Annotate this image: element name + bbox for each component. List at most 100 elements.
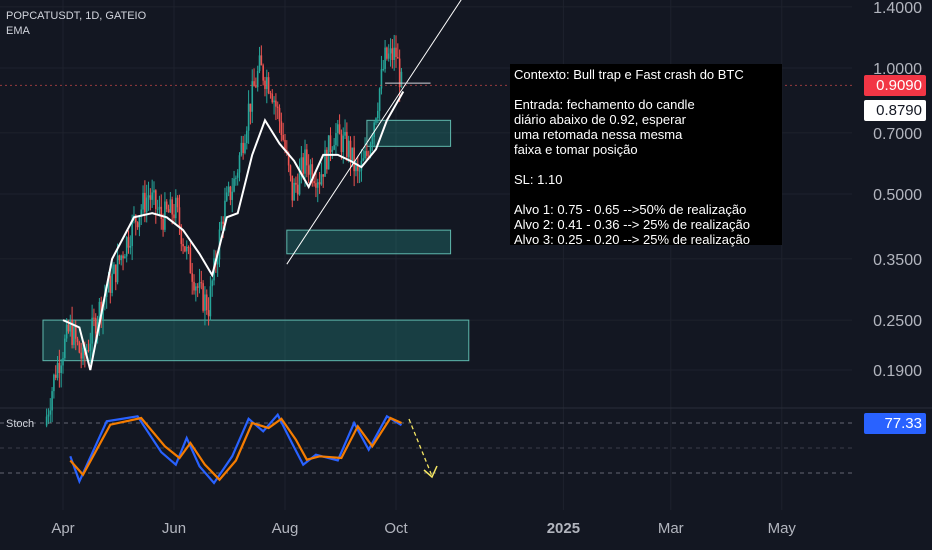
candle-body xyxy=(125,237,128,257)
candle-body xyxy=(185,246,188,252)
candle-body xyxy=(220,221,223,230)
note-line: Alvo 2: 0.41 - 0.36 --> 25% de realizaçã… xyxy=(514,217,750,232)
candle-body xyxy=(367,155,370,157)
candle-body xyxy=(158,206,161,210)
candle-body xyxy=(342,135,345,153)
candle-body xyxy=(389,48,392,54)
candle-body xyxy=(129,245,132,248)
target-zone xyxy=(286,229,452,255)
candle-body xyxy=(156,209,159,211)
price-tick-label: 0.2500 xyxy=(873,313,922,330)
candle-body xyxy=(54,374,57,378)
candle-body xyxy=(364,151,366,159)
candle-body xyxy=(173,214,175,219)
candle-body xyxy=(349,140,352,163)
candle-body xyxy=(276,106,279,108)
candle-body xyxy=(45,416,48,426)
candle-body xyxy=(118,255,121,261)
candle-body xyxy=(222,221,224,224)
down-arrow-icon xyxy=(408,418,433,477)
stoch-d-line xyxy=(69,416,402,482)
time-tick-label: Apr xyxy=(51,520,74,537)
candle-body xyxy=(373,122,375,138)
price-tick-label: 0.7000 xyxy=(873,126,922,143)
candle-body xyxy=(89,343,92,351)
candle-body xyxy=(171,199,173,215)
time-tick-label: Oct xyxy=(384,520,408,537)
candle-body xyxy=(309,164,312,175)
candle-body xyxy=(253,81,255,87)
candle-body xyxy=(131,219,133,246)
candle-body xyxy=(165,201,168,210)
candle-body xyxy=(114,264,117,283)
candle-body xyxy=(64,338,66,359)
target-zone xyxy=(42,319,470,362)
candle-body xyxy=(53,374,55,392)
candle-body xyxy=(96,321,99,334)
candle-body xyxy=(397,57,399,59)
candle-body xyxy=(236,172,239,178)
candle-body xyxy=(162,218,164,230)
candle-body xyxy=(362,158,365,161)
stoch-value-tag: 77.33 xyxy=(864,413,926,434)
candle-body xyxy=(155,190,157,210)
candle-body xyxy=(107,275,110,293)
note-line xyxy=(514,187,778,202)
candle-body xyxy=(395,47,397,58)
candle-body xyxy=(233,178,235,192)
candle-body xyxy=(164,201,166,230)
candle-body xyxy=(189,248,192,274)
candle-body xyxy=(195,286,197,291)
candle-body xyxy=(269,92,272,94)
candle-body xyxy=(258,55,261,72)
candle-body xyxy=(113,264,115,274)
candle-body xyxy=(331,149,334,152)
candle-body xyxy=(291,175,294,201)
candle-body xyxy=(127,237,130,248)
candle-body xyxy=(60,365,62,373)
candle-body xyxy=(326,149,328,170)
candle-body xyxy=(400,71,403,88)
candle-body xyxy=(384,47,386,69)
candle-body xyxy=(346,131,348,157)
ema-price-tag: 0.8790 xyxy=(864,100,926,121)
candle-body xyxy=(231,191,234,200)
candle-body xyxy=(105,292,108,297)
candle-body xyxy=(355,163,357,172)
candle-body xyxy=(76,338,79,343)
candle-body xyxy=(380,69,383,89)
candle-body xyxy=(295,182,297,185)
candle-body xyxy=(260,55,263,66)
candle-body xyxy=(242,142,244,153)
candle-body xyxy=(375,118,377,123)
candle-body xyxy=(264,80,266,89)
candle-body xyxy=(145,197,148,213)
candle-body xyxy=(347,140,350,157)
candle-body xyxy=(71,319,73,345)
candle-body xyxy=(398,58,401,88)
candle-body xyxy=(184,246,186,252)
candle-body xyxy=(256,71,259,88)
candle-body xyxy=(235,177,237,179)
candle-body xyxy=(338,124,341,135)
candle-body xyxy=(91,317,93,344)
note-line: uma retomada nessa mesma xyxy=(514,127,683,142)
note-line: Alvo 1: 0.75 - 0.65 -->50% de realização xyxy=(514,202,747,217)
candle-body xyxy=(378,88,381,111)
candle-body xyxy=(387,53,390,59)
note-line: Contexto: Bull trap e Fast crash do BTC xyxy=(514,67,744,82)
note-line: faixa e tomar posição xyxy=(514,142,638,157)
candle-body xyxy=(306,149,308,166)
candle-body xyxy=(93,317,95,319)
candle-body xyxy=(386,47,388,59)
candle-body xyxy=(247,103,250,131)
time-tick-label: May xyxy=(768,520,797,537)
candle-body xyxy=(78,342,81,353)
candle-body xyxy=(284,139,286,150)
candle-body xyxy=(151,192,153,200)
candle-body xyxy=(336,124,339,134)
candle-body xyxy=(287,152,290,166)
candle-body xyxy=(74,326,77,339)
candle-body xyxy=(176,197,179,208)
candle-body xyxy=(140,209,143,217)
